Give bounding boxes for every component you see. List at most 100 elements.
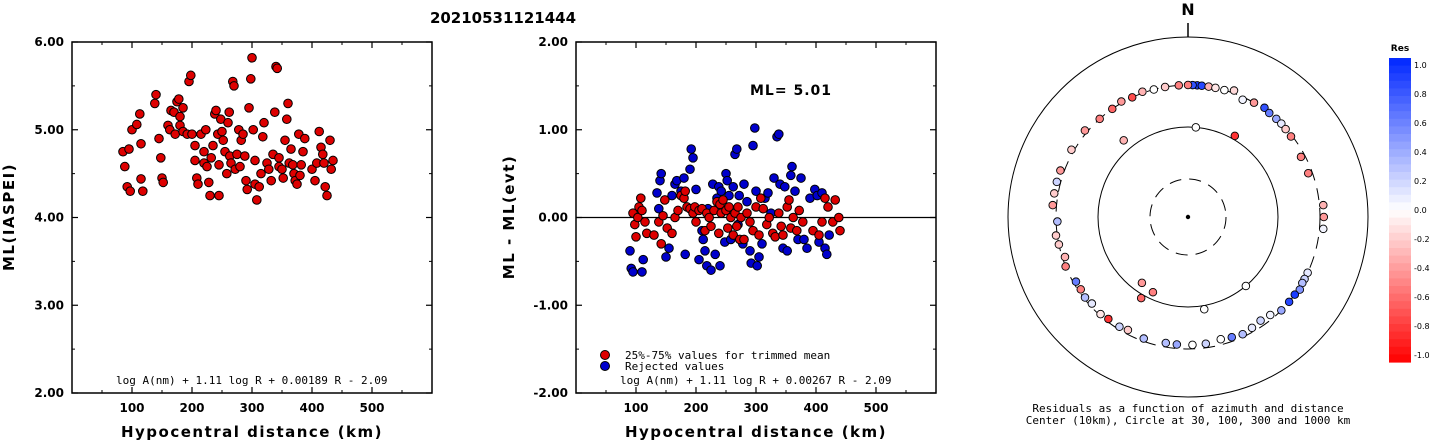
station-residual-point [1230,131,1240,141]
station-residual-point [1260,103,1269,113]
colorbar-segment [1389,331,1411,340]
station-residual-point [1104,314,1113,324]
x-tick-label: 400 [803,401,828,415]
data-point [256,168,266,179]
data-point [325,135,335,146]
colorbar-segment [1389,88,1411,97]
trimmed-point [718,195,728,205]
trimmed-point [820,193,830,203]
data-point [310,175,320,186]
colorbar-segment [1389,202,1411,211]
rejected-point [722,175,733,186]
trimmed-point [656,239,667,249]
azimuth-residual-chart: N Residuals as a function of azimuth and… [1007,0,1430,427]
rejected-point [625,246,635,256]
y-tick-label: 4.00 [34,211,64,225]
data-point [274,153,284,163]
y-tick-label: -2.00 [533,386,568,400]
rejected-point [698,234,709,245]
data-point [120,161,130,172]
colorbar-segment [1389,187,1411,196]
colorbar-segment [1389,149,1411,158]
station-residual-point [1266,310,1275,320]
station-residual-point [1127,93,1137,102]
station-residual-point [1304,168,1313,178]
data-point [328,155,338,166]
data-point [187,129,197,139]
colorbar-segment [1389,240,1411,249]
data-point [240,151,250,161]
data-point [251,195,262,205]
colorbar-segment [1389,255,1411,264]
data-point [272,63,283,74]
colorbar: 1.0 0.8 0.6 0.4 0.2 0.0 -0.2 -0.4 -0.6 -0.8 -1.0 [1389,58,1430,363]
rejected-point [824,230,835,240]
epicenter-dot [1185,214,1191,220]
data-point [318,149,328,160]
trimmed-point [823,202,833,212]
rejected-point [679,173,689,183]
station-residual-point [1139,334,1149,343]
station-residual-point [1256,316,1265,325]
rejected-point [745,246,755,256]
colorbar-tick-label: -0.4 [1414,264,1430,273]
colorbar-segment [1389,324,1411,333]
station-residual-point [1238,329,1247,339]
data-point [298,146,308,157]
data-point [202,161,212,172]
colorbar-segment [1389,286,1411,295]
station-residual-point [1050,189,1059,198]
residual-vs-distance-chart: 100 200 300 400 500 -2.00 -1.00 0.00 1.00 2.00 ML… [500,35,937,441]
y-tick-label: -1.00 [533,298,568,312]
rejected-point [637,267,647,277]
data-point [170,129,180,139]
colorbar-tick-label: 0.8 [1414,90,1427,99]
colorbar-segment [1389,354,1411,363]
data-point [193,179,203,189]
trimmed-point [770,232,781,242]
rejected-point [739,179,749,189]
data-point [151,89,161,100]
plot-frame [71,41,433,394]
rejected-point [661,252,671,262]
rejected-point [652,188,662,198]
colorbar-segment [1389,118,1411,127]
colorbar-tick-label: -1.0 [1414,351,1430,360]
colorbar-segment [1389,194,1411,203]
trimmed-point [636,193,646,203]
data-point [288,160,298,170]
trimmed-point [758,203,769,214]
x-tick-label: 200 [683,401,708,415]
legend: 25%-75% values for trimmed mean Rejected… [600,349,830,373]
rejected-point [715,260,725,271]
data-point [238,129,248,139]
colorbar-segment [1389,316,1411,325]
data-point [136,174,146,184]
rejected-point [688,153,698,163]
station-residual-point [1211,83,1220,93]
trimmed-point [739,234,749,245]
colorbar-segment [1389,263,1411,272]
trimmed-point [830,195,841,205]
y-tick-label: 0.00 [538,211,568,225]
station-residual-point [1277,119,1286,128]
trimmed-point [798,217,808,227]
data-point [178,103,188,113]
colorbar-tick-label: 1.0 [1414,61,1427,70]
trimmed-point [788,212,799,223]
data-point [232,149,242,160]
data-point [190,155,200,166]
station-residual-point [1137,278,1147,288]
trimmed-point [817,217,827,227]
data-point [300,133,310,144]
rejected-point [802,243,812,254]
station-residual-point [1161,338,1171,348]
x-tick-label: 200 [179,401,204,415]
data-point [208,140,218,151]
data-point [246,74,256,84]
colorbar-segment [1389,210,1411,219]
rejected-point [700,246,710,256]
polar-caption-line2: Center (10km), Circle at 30, 100, 300 an… [1026,414,1351,427]
colorbar-tick-label: 0.2 [1414,177,1427,186]
